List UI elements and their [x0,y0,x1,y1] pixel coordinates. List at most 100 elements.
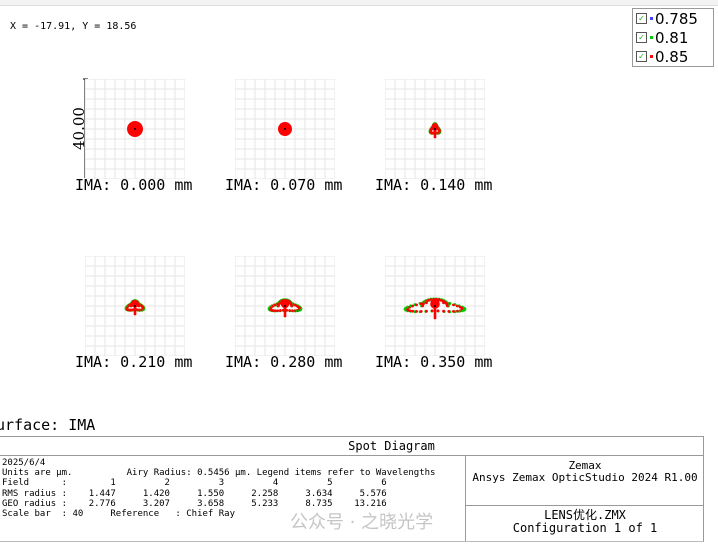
spot-point [283,314,287,318]
checkbox-icon[interactable]: ✓ [636,51,647,62]
spot-point [433,133,437,137]
spot-point [433,316,437,320]
legend-label: 0.81 [655,28,689,47]
spot-point [406,305,409,309]
spot-point [434,305,436,307]
spot-point [425,301,428,305]
spot-point [447,310,451,313]
spot-point [445,303,449,307]
spot-point [290,309,294,313]
spot-point [452,303,455,307]
spot-plot [384,255,486,357]
spot-point [460,306,464,310]
spot-point [419,302,423,306]
spot-plot [234,255,336,357]
spot-point [276,302,280,306]
legend-item[interactable]: ✓ 0.81 [633,28,713,47]
geo-line: GEO radius : 2.776 3.207 3.658 5.233 8.7… [2,498,387,509]
cursor-readout: X = -17.91, Y = 18.56 [10,21,137,32]
spot-point [425,309,428,313]
spot-point [438,129,441,133]
legend-marker [650,17,653,20]
spot-point [288,309,291,312]
field-label: IMA: 0.280 mm [225,353,343,371]
configuration: Configuration 1 of 1 [512,521,658,535]
spot-point [434,128,436,130]
panel-title: Spot Diagram [0,437,703,456]
spot-point [439,298,443,302]
spot-point [411,309,415,313]
spot-plot [84,255,186,357]
spot-point [134,128,136,130]
surface-label: urface: IMA [0,416,96,434]
spot-point [455,304,459,308]
spot-plot [384,78,486,180]
spot-point [452,310,455,313]
legend-label: 0.85 [655,47,689,66]
spot-point [433,308,437,312]
spot-plot [84,78,186,180]
checkbox-icon[interactable]: ✓ [636,13,647,24]
spot-point [284,128,286,130]
legend-marker [650,36,653,39]
field-label: IMA: 0.070 mm [225,176,343,194]
spot-point [133,310,137,314]
legend-label: 0.785 [655,9,698,28]
product: Ansys Zemax OpticStudio 2024 R1.00 [472,471,698,484]
spot-point [431,123,439,131]
info-panel: Spot Diagram 2025/6/4 Units are µm. Airy … [0,436,704,542]
spot-point [433,312,437,316]
legend-marker [650,55,653,58]
legend-item[interactable]: ✓ 0.85 [633,47,713,66]
spot-point [284,305,286,307]
spot-point [141,306,145,310]
spot-point [297,306,301,310]
field-label: IMA: 0.000 mm [75,176,193,194]
field-label: IMA: 0.140 mm [375,176,493,194]
spot-point [433,314,437,318]
spot-point [280,299,290,309]
scale-line: Scale bar : 40 Reference : Chief Ray [2,509,235,520]
spot-point [436,309,440,313]
spot-point [133,312,137,316]
spot-point [415,303,418,307]
toolbar [0,0,718,6]
spot-point [433,131,437,135]
spot-point [279,309,282,312]
spot-point [283,310,287,314]
spot-point [133,308,137,312]
spot-point [419,310,423,313]
spot-point [461,309,464,313]
spot-point [134,305,136,307]
spot-point [430,299,440,309]
spot-point [131,300,139,308]
spot-point [462,306,466,310]
spot-plot [234,78,336,180]
spot-point [276,309,280,313]
spot-point [290,303,293,307]
spot-point [415,310,418,313]
spot-point [433,135,437,139]
spot-point [283,308,287,312]
info-right: Zemax Ansys Zemax OpticStudio 2024 R1.00 … [465,456,704,541]
units-line: Units are µm. Airy Radius: 0.5456 µm. Le… [2,468,436,479]
legend-item[interactable]: ✓ 0.785 [633,9,713,28]
spot-point [283,312,287,316]
spot-point [455,309,459,313]
rms-line: RMS radius : 1.447 1.420 1.550 2.258 3.6… [2,488,387,499]
field-line: Field : 1 2 3 4 5 6 [2,478,387,489]
file-name: LENS优化.ZMX [544,508,626,522]
info-text: 2025/6/4 Units are µm. Airy Radius: 0.545… [2,458,435,519]
checkbox-icon[interactable]: ✓ [636,32,647,43]
spot-point [433,310,437,314]
company: Zemax [568,459,602,472]
spot-point [273,309,277,313]
date: 2025/6/4 [2,458,46,468]
watermark: 公众号 · 之晓光学 [290,512,434,533]
spot-point [430,309,434,313]
wavelength-legend: ✓ 0.785 ✓ 0.81 ✓ 0.85 [632,8,714,67]
spot-point [411,304,415,308]
field-label: IMA: 0.210 mm [75,353,193,371]
field-label: IMA: 0.350 mm [375,353,493,371]
spot-point [442,309,445,313]
